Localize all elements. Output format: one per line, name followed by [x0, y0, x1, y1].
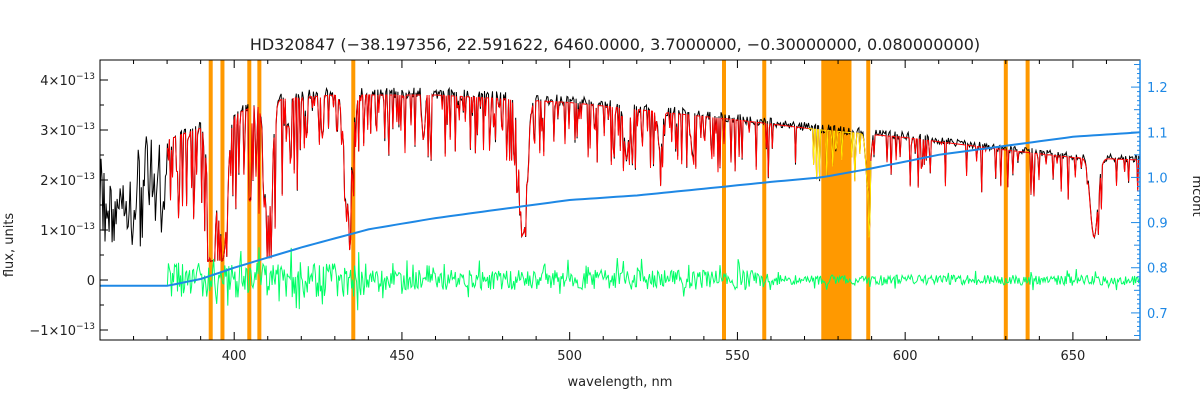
masked-line	[220, 60, 225, 340]
y-tick-label: 4×10−13	[40, 72, 95, 89]
masked-line	[762, 60, 767, 340]
y2-tick-label: 0.7	[1147, 307, 1168, 322]
model-spectrum-line	[166, 94, 1140, 262]
y-axis-title: flux, units	[2, 213, 17, 278]
y2-tick-label: 1.0	[1147, 171, 1168, 186]
plot-frame	[99, 59, 1141, 341]
y2-tick-label: 1.2	[1147, 81, 1168, 96]
masked-model-segment	[808, 128, 872, 238]
chart-title: HD320847 (−38.197356, 22.591622, 6460.00…	[250, 35, 980, 54]
x-tick-label: 500	[557, 349, 582, 364]
masked-line	[208, 60, 213, 340]
mask-regions	[208, 60, 1030, 340]
masked-line	[351, 60, 356, 340]
y-tick-label: 3×10−13	[40, 122, 95, 139]
x-tick-label: 550	[725, 349, 750, 364]
y2-tick-label: 1.1	[1147, 126, 1168, 141]
x-tick-label: 650	[1060, 349, 1085, 364]
x-axis: 400 450 500 550 600 650	[99, 60, 1141, 364]
y2-axis: 0.7 0.8 0.9 1.0 1.1 1.2	[1131, 60, 1168, 340]
y-tick-label: 2×10−13	[40, 172, 95, 189]
x-axis-title: wavelength, nm	[568, 375, 673, 390]
y-tick-label: −1×10−13	[29, 322, 95, 339]
masked-line	[722, 60, 726, 340]
y2-tick-label: 0.9	[1147, 217, 1168, 232]
x-tick-label: 400	[222, 349, 247, 364]
masked-line	[1025, 60, 1030, 340]
y2-axis-title: mcont	[1189, 175, 1200, 216]
y2-tick-label: 0.8	[1147, 262, 1168, 277]
y-tick-label: 0	[87, 274, 95, 289]
residuals-line	[166, 247, 1141, 311]
x-tick-label: 600	[893, 349, 918, 364]
y-axis: −1×10−13 0 1×10−13 2×10−13 3×10−13 4×10−13	[29, 72, 108, 339]
mcont-line	[100, 131, 1141, 287]
series-layer	[99, 86, 1141, 311]
x-tick-label: 450	[390, 349, 415, 364]
masked-line	[1003, 60, 1008, 340]
y-tick-label: 1×10−13	[40, 222, 95, 239]
masked-band	[821, 60, 852, 340]
